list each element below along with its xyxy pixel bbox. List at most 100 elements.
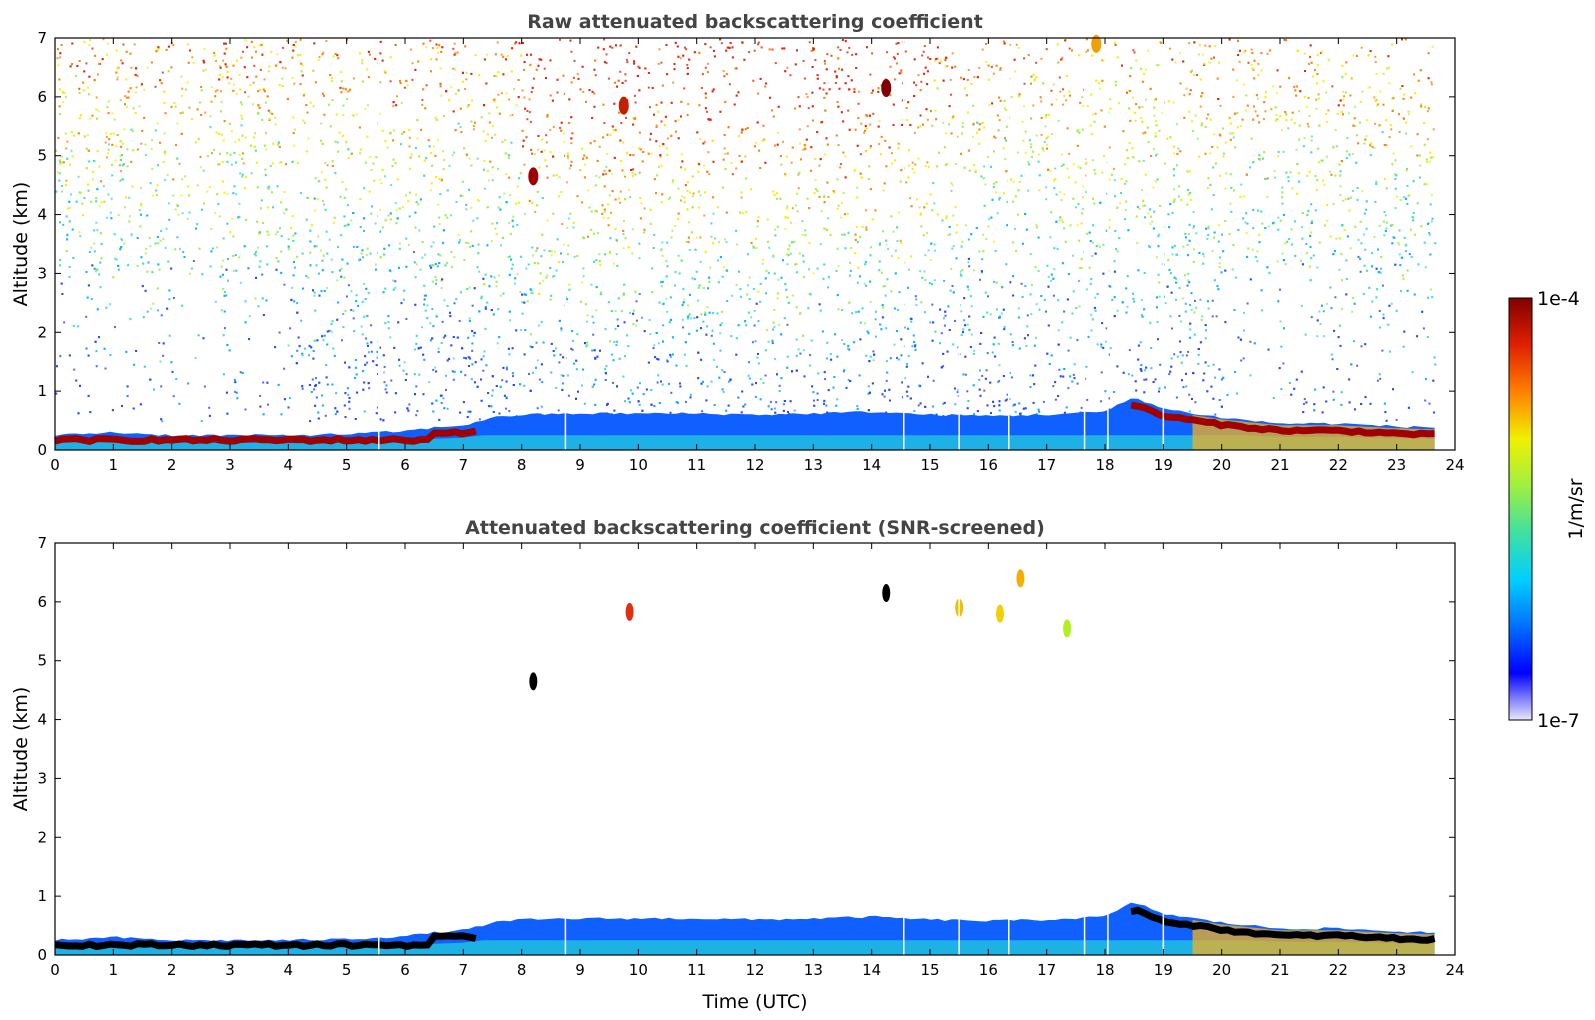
cloud-feature xyxy=(1091,34,1102,53)
y-tick-label: 6 xyxy=(37,88,47,106)
x-tick-label: 11 xyxy=(687,456,706,474)
colorbar-unit-label: 1/m/sr xyxy=(1565,478,1587,539)
boundary-layer xyxy=(54,398,1435,450)
x-tick-label: 10 xyxy=(629,961,648,979)
x-tick-label: 12 xyxy=(745,456,764,474)
cloud-feature xyxy=(996,604,1004,623)
x-tick-label: 2 xyxy=(167,961,177,979)
x-tick-label: 16 xyxy=(979,456,998,474)
x-tick-labels: 0 1 2 3 4 5 6 7 8 9 10 11 12 13 14 15 16 17 18 19 20 21 22 23 24 xyxy=(50,543,1465,979)
x-tick-labels: 0 1 2 3 4 5 6 7 8 9 10 11 12 13 14 15 16 17 18 19 20 21 22 23 24 xyxy=(50,38,1465,474)
x-tick-label: 20 xyxy=(1212,961,1231,979)
x-tick-label: 24 xyxy=(1445,961,1464,979)
x-tick-label: 0 xyxy=(50,961,60,979)
x-tick-label: 1 xyxy=(109,961,119,979)
x-tick-label: 3 xyxy=(225,456,235,474)
x-tick-label: 19 xyxy=(1154,456,1173,474)
cloud-feature xyxy=(618,96,629,115)
x-tick-label: 13 xyxy=(804,961,823,979)
x-tick-label: 6 xyxy=(400,961,410,979)
x-tick-label: 9 xyxy=(575,961,585,979)
surface-layer-fill xyxy=(55,435,1435,450)
x-tick-label: 17 xyxy=(1037,456,1056,474)
cloud-feature xyxy=(529,672,538,691)
y-tick-label: 7 xyxy=(37,534,47,552)
y-tick-label: 3 xyxy=(37,264,47,282)
x-tick-label: 18 xyxy=(1095,961,1114,979)
y-tick-label: 1 xyxy=(37,887,47,905)
screened-backscatter-panel: Attenuated backscattering coefficient (S… xyxy=(10,517,1465,1013)
x-tick-label: 3 xyxy=(225,961,235,979)
x-tick-label: 19 xyxy=(1154,961,1173,979)
cloud-feature xyxy=(1063,619,1072,638)
y-axis-label: Altitude (km) xyxy=(10,182,32,307)
x-tick-label: 12 xyxy=(745,961,764,979)
x-tick-label: 5 xyxy=(342,961,352,979)
y-tick-label: 6 xyxy=(37,593,47,611)
x-tick-label: 15 xyxy=(920,961,939,979)
y-axis-label: Altitude (km) xyxy=(10,687,32,812)
y-tick-label: 0 xyxy=(37,946,47,964)
x-tick-label: 16 xyxy=(979,961,998,979)
boundary-layer xyxy=(54,902,1436,955)
y-tick-label: 2 xyxy=(37,323,47,341)
surface-layer-fill xyxy=(55,940,1435,955)
plot-background xyxy=(55,38,1455,450)
raw-backscatter-panel: Raw attenuated backscattering coefficien… xyxy=(10,11,1465,474)
x-tick-label: 22 xyxy=(1329,961,1348,979)
x-tick-label: 24 xyxy=(1445,456,1464,474)
y-tick-label: 1 xyxy=(37,382,47,400)
x-tick-label: 23 xyxy=(1387,961,1406,979)
x-tick-label: 1 xyxy=(109,456,119,474)
backscatter-field xyxy=(55,38,1437,423)
x-tick-label: 17 xyxy=(1037,961,1056,979)
cloud-feature xyxy=(625,602,634,621)
x-tick-label: 21 xyxy=(1270,961,1289,979)
y-tick-label: 7 xyxy=(37,29,47,47)
colorbar-max-label: 1e-4 xyxy=(1537,288,1580,310)
cloud-feature xyxy=(882,584,891,603)
panel-title: Raw attenuated backscattering coefficien… xyxy=(527,11,983,33)
x-tick-label: 22 xyxy=(1329,456,1348,474)
aerosol-layer-top-line xyxy=(54,932,477,951)
x-tick-label: 0 xyxy=(50,456,60,474)
x-tick-label: 13 xyxy=(804,456,823,474)
panel-title: Attenuated backscattering coefficient (S… xyxy=(465,517,1045,539)
x-tick-label: 23 xyxy=(1387,456,1406,474)
y-tick-labels: 0 1 2 3 4 5 6 7 xyxy=(37,534,1455,964)
x-tick-label: 9 xyxy=(575,456,585,474)
aerosol-layer-top-line xyxy=(54,427,477,446)
x-tick-label: 2 xyxy=(167,456,177,474)
x-tick-label: 7 xyxy=(459,961,469,979)
aerosol-layer-top-line xyxy=(1130,906,1436,944)
cloud-feature xyxy=(881,79,892,98)
x-tick-label: 21 xyxy=(1270,456,1289,474)
x-tick-label: 6 xyxy=(400,456,410,474)
colorbar: 1e-4 1e-7 1/m/sr xyxy=(1508,288,1587,732)
plot-area xyxy=(54,542,1456,956)
x-tick-label: 8 xyxy=(517,456,527,474)
y-tick-label: 4 xyxy=(37,206,47,224)
cloud-feature xyxy=(1016,569,1025,588)
x-tick-label: 7 xyxy=(459,456,469,474)
x-tick-label: 18 xyxy=(1095,456,1114,474)
y-tick-label: 5 xyxy=(37,147,47,165)
x-tick-label: 10 xyxy=(629,456,648,474)
x-tick-label: 20 xyxy=(1212,456,1231,474)
x-tick-label: 4 xyxy=(284,961,294,979)
y-tick-label: 5 xyxy=(37,652,47,670)
y-tick-label: 0 xyxy=(37,441,47,459)
x-axis-label: Time (UTC) xyxy=(701,991,807,1013)
x-tick-label: 4 xyxy=(284,456,294,474)
plot-area xyxy=(54,34,1456,451)
x-tick-label: 14 xyxy=(862,456,881,474)
y-tick-label: 2 xyxy=(37,828,47,846)
y-tick-label: 4 xyxy=(37,711,47,729)
x-tick-label: 5 xyxy=(342,456,352,474)
x-tick-label: 15 xyxy=(920,456,939,474)
colorbar-min-label: 1e-7 xyxy=(1537,710,1580,732)
aerosol-layer-top-line xyxy=(1130,401,1435,439)
y-tick-labels: 0 1 2 3 4 5 6 7 xyxy=(37,29,1455,459)
colorbar-gradient xyxy=(1508,297,1533,721)
